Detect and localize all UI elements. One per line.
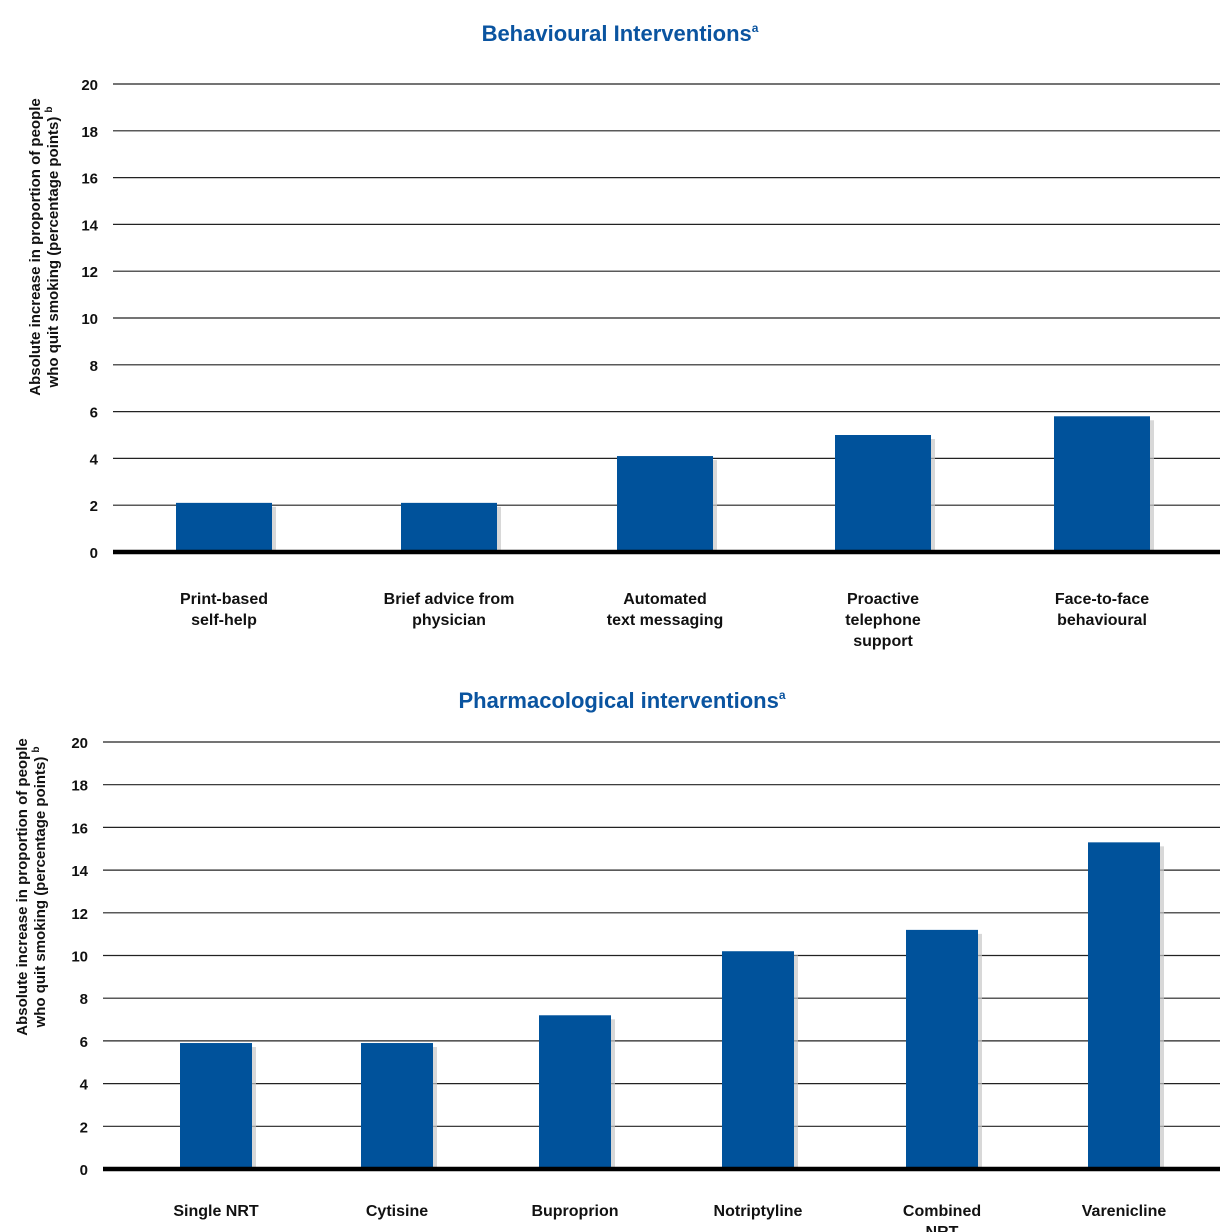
category-label: Single NRT [173, 1203, 259, 1220]
y-tick-label: 6 [90, 405, 98, 422]
bar [1088, 842, 1160, 1169]
bar [401, 502, 497, 552]
category-label: Print-based self-help [180, 591, 268, 629]
category-label: Cytisine [366, 1203, 428, 1220]
category-label: Notriptyline [714, 1203, 803, 1220]
y-tick-label: 10 [71, 949, 88, 966]
y-tick-label: 2 [90, 498, 98, 515]
category-label: Face-to-face behavioural [1055, 591, 1149, 629]
ylabel-superscript: b [31, 747, 42, 753]
y-tick-label: 14 [81, 217, 98, 234]
y-tick-label: 0 [90, 545, 98, 562]
y-tick-label: 12 [71, 906, 88, 923]
chart-2: Pharmacological interventionsa 0 2 4 6 8 10 12 1… [14, 688, 1220, 1232]
title-superscript: a [752, 21, 759, 35]
y-tick-label: 2 [80, 1119, 88, 1136]
y-tick-label: 8 [80, 991, 88, 1008]
bar [539, 1015, 611, 1169]
category-label: Varenicline [1082, 1203, 1167, 1220]
y-tick-label: 20 [71, 735, 88, 752]
y-tick-label: 18 [81, 124, 98, 141]
bar [180, 1043, 252, 1169]
y-axis-label: Absolute increase in proportion of peopl… [27, 98, 62, 396]
category-label: Proactive telephone support [845, 591, 921, 650]
y-tick-label: 8 [90, 358, 98, 375]
bar [617, 456, 713, 552]
y-tick-label: 14 [71, 863, 88, 880]
y-tick-label: 16 [71, 820, 88, 837]
chart-title: Pharmacological interventionsa [459, 688, 786, 713]
category-label: Automated text messaging [607, 591, 723, 629]
y-tick-label: 6 [80, 1034, 88, 1051]
ylabel-superscript: b [44, 107, 55, 113]
y-tick-label: 4 [90, 451, 99, 468]
category-label: Brief advice from physician [384, 591, 515, 629]
y-tick-label: 12 [81, 264, 98, 281]
y-tick-label: 20 [81, 77, 98, 94]
bar [176, 502, 272, 552]
title-superscript: a [779, 688, 786, 702]
bar [906, 929, 978, 1169]
category-label: Buproprion [531, 1203, 618, 1220]
y-tick-label: 4 [80, 1077, 89, 1094]
bar [722, 951, 794, 1169]
bar [361, 1043, 433, 1169]
y-axis-label: Absolute increase in proportion of peopl… [14, 738, 49, 1036]
y-tick-label: 18 [71, 778, 88, 795]
bar [835, 435, 931, 552]
category-label: CombinedNRT [903, 1203, 981, 1232]
chart-title: Behavioural Interventionsa [482, 21, 759, 46]
y-tick-label: 10 [81, 311, 98, 328]
y-tick-label: 16 [81, 171, 98, 188]
bar [1054, 416, 1150, 552]
chart-1: Behavioural Interventionsa 0 2 4 6 8 10 12 14 16 1… [27, 21, 1220, 650]
y-tick-label: 0 [80, 1162, 88, 1179]
